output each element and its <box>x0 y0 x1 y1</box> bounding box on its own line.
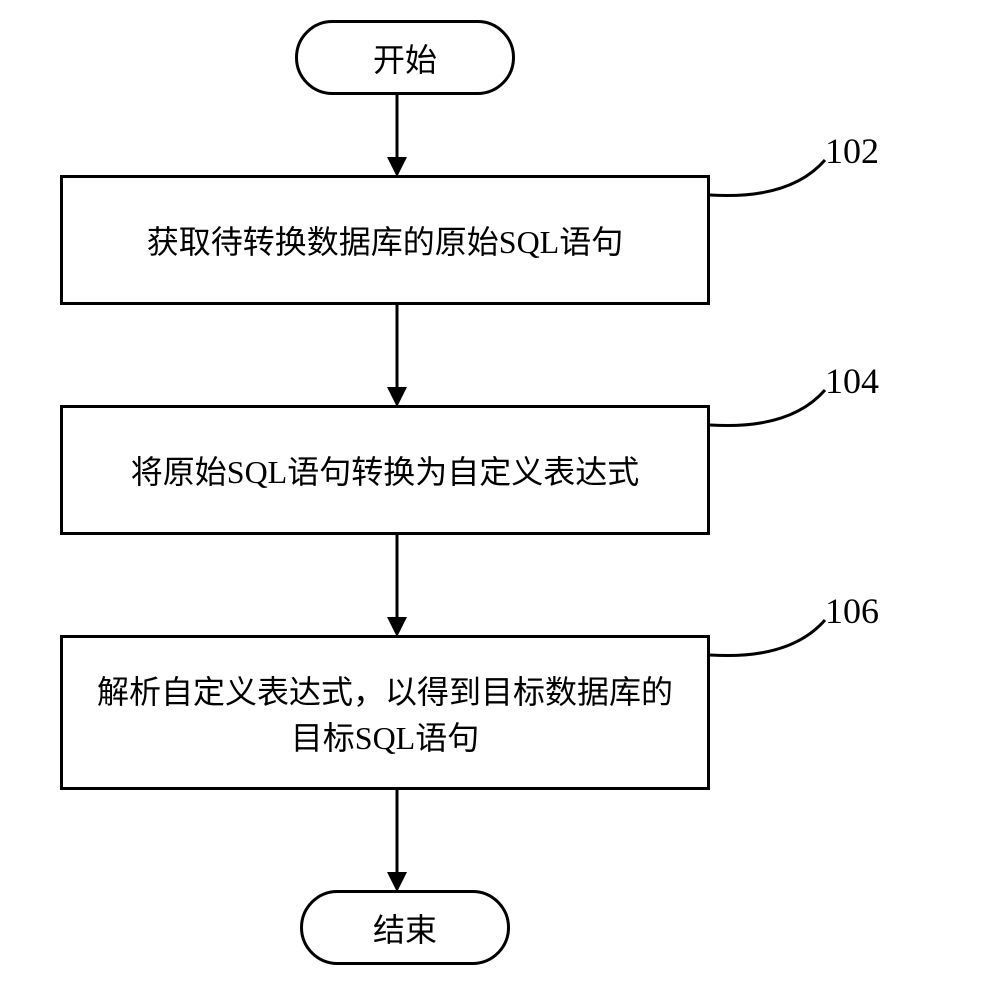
arrow-step2-step3 <box>380 535 414 637</box>
flowchart-container: 开始 获取待转换数据库的原始SQL语句 102 将原始SQL语句转换为自定义表达… <box>0 0 1000 992</box>
step1-label: 获取待转换数据库的原始SQL语句 <box>147 217 623 263</box>
end-node: 结束 <box>300 890 510 965</box>
step3-node: 解析自定义表达式，以得到目标数据库的目标SQL语句 <box>60 635 710 790</box>
callout-label-2: 104 <box>825 360 879 402</box>
step1-node: 获取待转换数据库的原始SQL语句 <box>60 175 710 305</box>
start-node: 开始 <box>295 20 515 95</box>
callout-line-3 <box>710 610 840 670</box>
step2-label: 将原始SQL语句转换为自定义表达式 <box>131 447 639 493</box>
step2-node: 将原始SQL语句转换为自定义表达式 <box>60 405 710 535</box>
start-label: 开始 <box>373 35 437 81</box>
callout-line-2 <box>710 380 840 440</box>
arrow-step1-step2 <box>380 305 414 407</box>
end-label: 结束 <box>373 905 437 951</box>
step3-label: 解析自定义表达式，以得到目标数据库的目标SQL语句 <box>83 667 687 759</box>
callout-label-3: 106 <box>825 590 879 632</box>
callout-label-1: 102 <box>825 130 879 172</box>
arrow-step3-end <box>380 790 414 892</box>
callout-line-1 <box>710 150 840 210</box>
arrow-start-step1 <box>380 95 414 177</box>
